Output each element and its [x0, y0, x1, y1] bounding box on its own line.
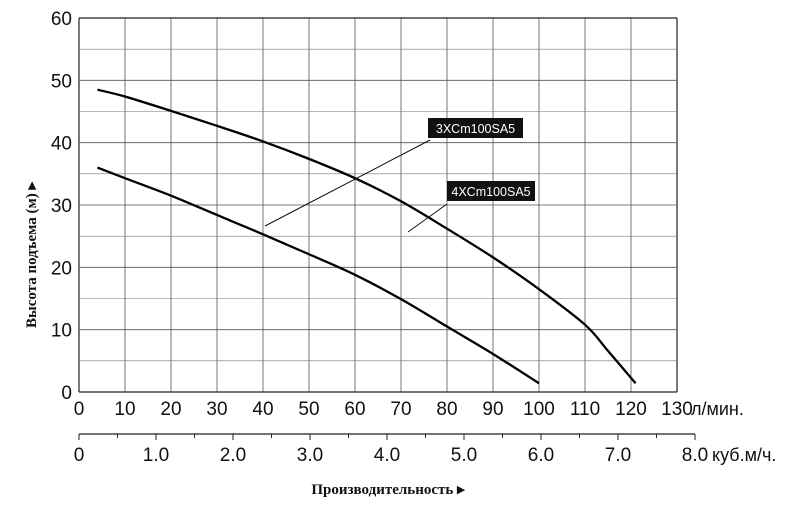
series-lines	[96, 88, 637, 385]
x-tick-label-m3h: 1.0	[143, 445, 169, 466]
x-tick-label-lpm: 60	[344, 399, 365, 420]
x-tick-label-lpm: 70	[390, 399, 411, 420]
y-tick-label: 10	[51, 321, 72, 342]
callout-4xcm-box	[447, 181, 535, 201]
x-tick-label-lpm: 120	[615, 399, 647, 420]
callout-4xcm: 4XCm100SA5	[407, 181, 535, 233]
y-axis-title: Высота подъема (м) ▸	[24, 181, 40, 329]
y-tick-label: 60	[51, 9, 72, 30]
x-tick-label-lpm: 110	[570, 399, 600, 420]
x-tick-label-lpm: 30	[206, 399, 227, 420]
y-tick-labels: 0 10 20 30 40 50 60	[51, 9, 72, 404]
x-tick-label-lpm: 100	[523, 399, 555, 420]
y-tick-label: 0	[61, 383, 72, 404]
x-tick-label-m3h: 8.0	[682, 445, 708, 466]
x-axis-title: Производительность ▸	[311, 482, 466, 498]
x-tick-label-lpm: 80	[436, 399, 457, 420]
secondary-x-axis: 0 1.0 2.0 3.0 4.0 5.0 6.0 7.0 8.0	[74, 433, 708, 466]
x-tick-label-lpm: 40	[252, 399, 273, 420]
callout-3xcm-box	[428, 118, 523, 138]
x-tick-label-lpm: 130	[661, 399, 693, 420]
x-tick-label-lpm: 50	[298, 399, 319, 420]
x-tick-label-m3h: 7.0	[605, 445, 631, 466]
x-tick-label-lpm: 10	[114, 399, 135, 420]
series-line-4xcm100sa5	[97, 88, 637, 385]
x-tick-label-lpm: 0	[74, 399, 85, 420]
callout-3xcm-leader	[264, 139, 431, 227]
y-tick-label: 40	[51, 134, 72, 155]
x-tick-label-lpm: 90	[482, 399, 503, 420]
callout-4xcm-leader	[407, 203, 448, 233]
x-unit-lpm: л/мин.	[691, 399, 744, 419]
y-tick-label: 50	[51, 71, 72, 92]
x-tick-label-m3h: 6.0	[528, 445, 554, 466]
callout-3xcm: 3XCm100SA5	[264, 118, 523, 227]
y-axis-arrow: ▸	[24, 181, 40, 191]
y-tick-label: 30	[51, 196, 72, 217]
x-tick-labels: 0 10 20 30 40 50 60 70 80 90 100 110 120 130	[74, 399, 693, 420]
x-tick-label-m3h: 3.0	[297, 445, 323, 466]
x-tick-label-m3h: 2.0	[220, 445, 246, 466]
callout-4xcm-label: 4XCm100SA5	[451, 185, 530, 199]
series-line-3xcm100sa5	[96, 166, 540, 385]
x-tick-label-m3h: 0	[74, 445, 85, 466]
x-unit-m3h: куб.м/ч.	[712, 445, 776, 465]
x-axis-arrow: ▸	[456, 482, 466, 498]
y-tick-label: 20	[51, 258, 72, 279]
x-tick-label-lpm: 20	[160, 399, 181, 420]
callout-3xcm-label: 3XCm100SA5	[436, 122, 515, 136]
x-tick-label-m3h: 5.0	[451, 445, 477, 466]
x-tick-label-m3h: 4.0	[374, 445, 400, 466]
grid-lines	[78, 17, 678, 393]
